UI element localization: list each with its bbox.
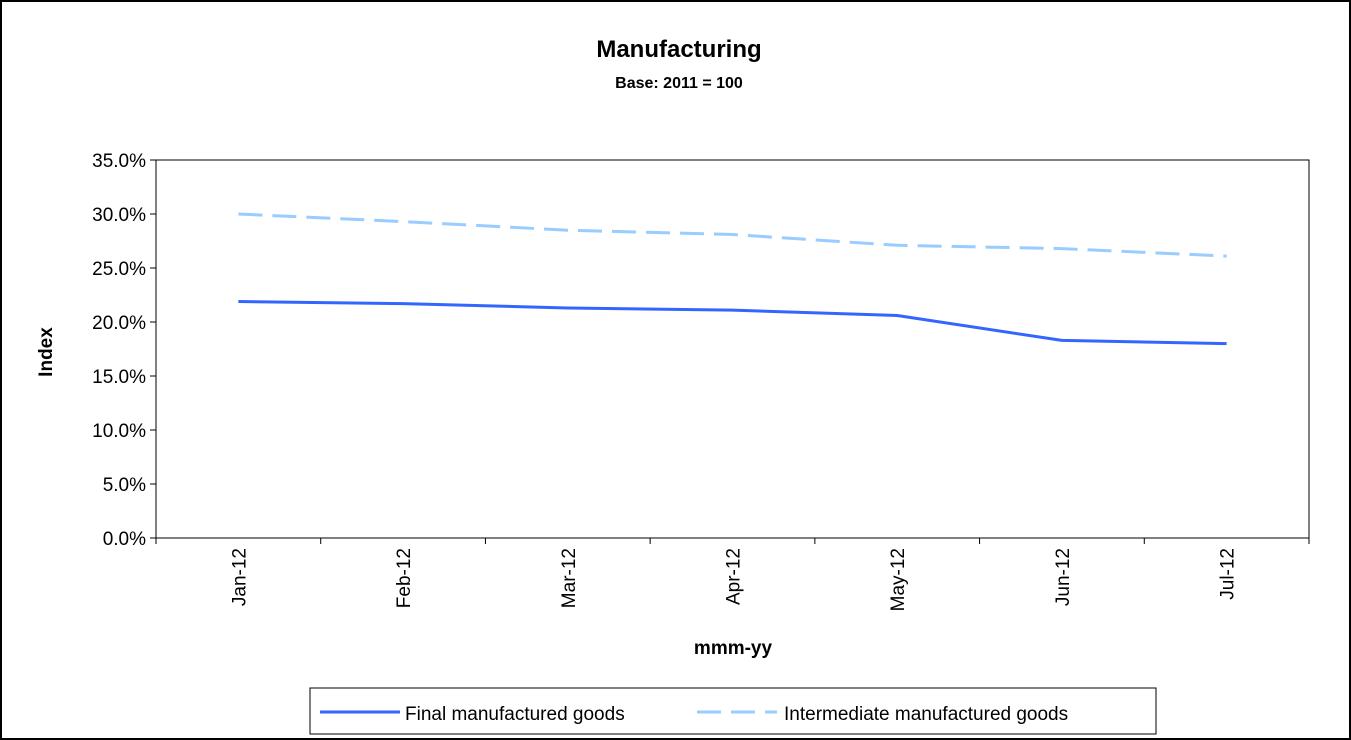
plot-area <box>155 159 1310 539</box>
y-tick-label: 30.0% <box>92 205 146 226</box>
x-tick-label: Jul-12 <box>1218 548 1239 600</box>
x-axis-label: mmm-yy <box>694 638 773 659</box>
legend-label-intermediate: Intermediate manufactured goods <box>784 704 1068 725</box>
y-tick-label: 20.0% <box>92 313 146 334</box>
y-axis-ticks: 0.0% 5.0% 10.0% 15.0% 20.0% 25.0% 30.0% 35.0% <box>92 151 156 550</box>
x-tick-label: Mar-12 <box>559 548 580 608</box>
x-tick-label: Feb-12 <box>394 548 415 608</box>
series-line <box>238 300 1227 346</box>
x-tick-label: Jan-12 <box>229 548 250 606</box>
y-axis-label: Index <box>36 327 57 377</box>
y-tick-label: 35.0% <box>92 151 146 172</box>
series-lines <box>238 212 1227 346</box>
chart-subtitle: Base: 2011 = 100 <box>615 75 743 92</box>
y-tick-label: 5.0% <box>103 475 146 496</box>
chart-title: Manufacturing <box>596 36 761 63</box>
legend-label-final: Final manufactured goods <box>405 704 625 725</box>
series-line <box>238 212 1227 258</box>
y-tick-label: 10.0% <box>92 421 146 442</box>
x-axis-ticks: Jan-12 Feb-12 Mar-12 Apr-12 May-12 Jun-12 Jul-… <box>155 538 1310 611</box>
x-tick-label: Apr-12 <box>724 548 745 605</box>
x-tick-label: Jun-12 <box>1053 548 1074 606</box>
y-tick-label: 15.0% <box>92 367 146 388</box>
y-tick-label: 25.0% <box>92 259 146 280</box>
x-tick-label: May-12 <box>888 548 909 611</box>
y-tick-label: 0.0% <box>103 529 146 550</box>
